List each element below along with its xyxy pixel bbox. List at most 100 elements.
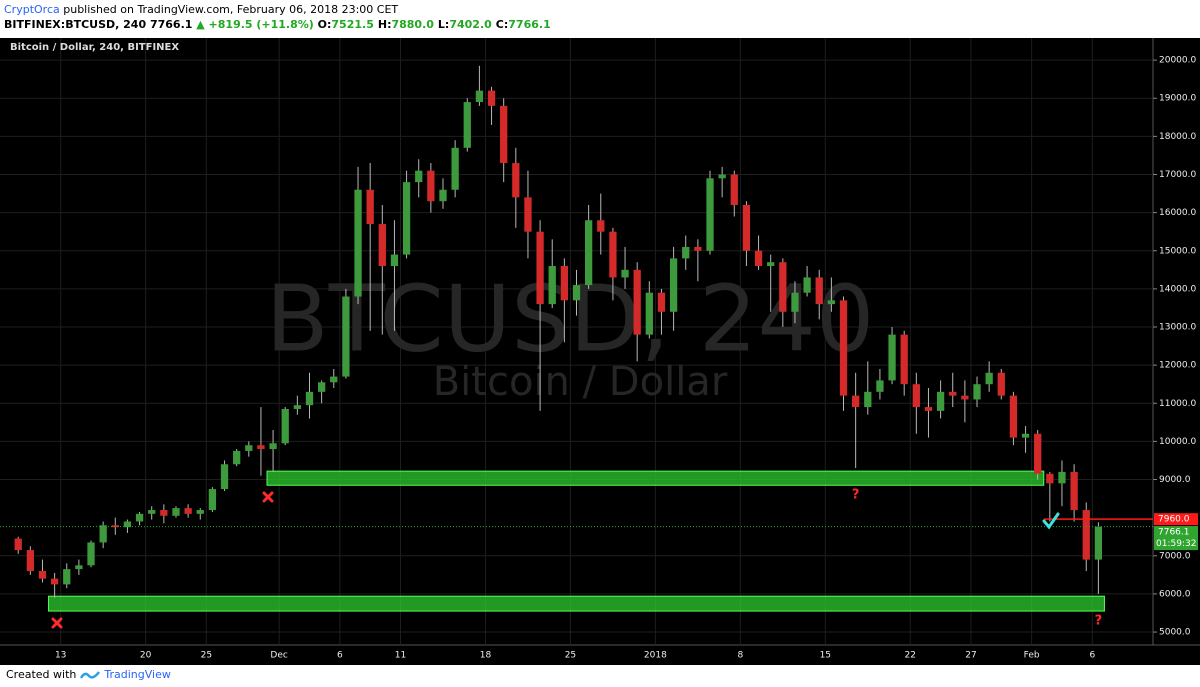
background bbox=[0, 38, 1200, 665]
ohlc-label: O: bbox=[317, 18, 332, 31]
y-tick-label: 14000.0 bbox=[1159, 284, 1196, 294]
candle-body bbox=[839, 300, 848, 396]
candle-body bbox=[852, 395, 860, 408]
published: published on TradingView.com, February 0… bbox=[63, 3, 399, 16]
candle-body bbox=[1034, 433, 1042, 474]
candle-body bbox=[949, 391, 957, 396]
candle-body bbox=[900, 334, 908, 385]
candle-body bbox=[682, 246, 690, 259]
x-tick-label: 25 bbox=[201, 651, 212, 661]
annotation: ? bbox=[852, 487, 860, 502]
x-marker bbox=[51, 617, 63, 629]
y-tick-label: 15000.0 bbox=[1159, 246, 1196, 256]
y-tick-label: 6000.0 bbox=[1159, 589, 1191, 599]
candle-body bbox=[1021, 433, 1030, 438]
y-tick-label: 16000.0 bbox=[1159, 208, 1196, 218]
check-marker bbox=[1042, 512, 1060, 530]
candle-body bbox=[148, 510, 156, 514]
x-tick-label: 11 bbox=[395, 651, 406, 661]
candle-body bbox=[936, 391, 945, 411]
candle-body bbox=[14, 538, 22, 551]
candle-body bbox=[354, 189, 362, 297]
candle-body bbox=[1046, 473, 1054, 484]
x-tick-label: 18 bbox=[480, 651, 492, 661]
candle-body bbox=[597, 220, 605, 232]
candle-body bbox=[548, 266, 556, 305]
candle-body bbox=[330, 376, 338, 383]
candle-body bbox=[135, 513, 144, 522]
y-tick-label: 5000.0 bbox=[1159, 628, 1191, 638]
price-label: 7960.0 bbox=[1158, 515, 1190, 525]
candle-body bbox=[584, 220, 593, 286]
candle-body bbox=[281, 408, 289, 444]
candle-body bbox=[245, 445, 253, 451]
candle-body bbox=[815, 277, 823, 305]
candle-body bbox=[961, 395, 969, 400]
candle-body bbox=[924, 407, 933, 411]
annotation: ? bbox=[1095, 613, 1103, 628]
y-tick-label: 10000.0 bbox=[1159, 437, 1196, 447]
ohlc-value: 7521.5 bbox=[331, 18, 374, 31]
watermark-name: Bitcoin / Dollar bbox=[433, 359, 728, 405]
candle-body bbox=[305, 391, 314, 406]
candle-body bbox=[669, 258, 678, 312]
x-tick-label: Dec bbox=[270, 651, 287, 661]
last-price-label: 7766.1 bbox=[1158, 528, 1190, 538]
plot bbox=[0, 65, 1153, 612]
candle-body bbox=[111, 525, 119, 528]
candle-body bbox=[633, 269, 641, 335]
x-tick-label: 6 bbox=[1089, 651, 1095, 661]
candle-body bbox=[208, 489, 217, 511]
candle-body bbox=[439, 189, 447, 202]
last: 7766.1 bbox=[149, 18, 193, 31]
candle-body bbox=[378, 224, 386, 267]
candle-body bbox=[427, 170, 435, 202]
y-tick-label: 9000.0 bbox=[1159, 475, 1191, 485]
candle-body bbox=[366, 189, 374, 225]
x-tick-label: 20 bbox=[140, 651, 152, 661]
candle-body bbox=[718, 174, 726, 179]
candle-body bbox=[172, 508, 180, 516]
candle-body bbox=[1009, 395, 1018, 438]
change: ▲ +819.5 (+11.8%) bbox=[196, 18, 314, 31]
publisher[interactable]: CryptOrca bbox=[4, 3, 60, 16]
y-tick-label: 11000.0 bbox=[1159, 399, 1196, 409]
candle-body bbox=[463, 102, 471, 148]
candle-body bbox=[791, 292, 799, 312]
candle-body bbox=[75, 565, 83, 570]
candle-body bbox=[876, 380, 884, 392]
candle-body bbox=[609, 231, 617, 278]
ohlc-label: H: bbox=[377, 18, 392, 31]
candle-body bbox=[536, 231, 544, 305]
candle-body bbox=[475, 90, 484, 103]
candle-body bbox=[26, 550, 34, 572]
candle-body bbox=[803, 277, 811, 293]
ohlc-label: L: bbox=[437, 18, 450, 31]
candle-body bbox=[87, 542, 95, 566]
candle-body bbox=[827, 300, 836, 305]
x-tick-label: 13 bbox=[55, 651, 66, 661]
candle-body bbox=[160, 510, 168, 516]
x-tick-label: 6 bbox=[337, 651, 343, 661]
x-tick-label: 8 bbox=[737, 651, 743, 661]
candle-body bbox=[196, 510, 204, 514]
watermark: BTCUSD, 240 Bitcoin / Dollar bbox=[266, 265, 875, 405]
candle-body bbox=[293, 405, 301, 409]
x-tick-label: 25 bbox=[565, 651, 576, 661]
ohlc-value: 7880.0 bbox=[391, 18, 434, 31]
x-tick-label: 27 bbox=[965, 651, 976, 661]
symbol: BITFINEX:BTCUSD, 240 bbox=[4, 18, 147, 31]
candle-body bbox=[767, 262, 775, 267]
support-zone bbox=[266, 470, 1045, 486]
symbol-line: BITFINEX:BTCUSD, 240 7766.1 ▲ +819.5 (+1… bbox=[4, 18, 555, 31]
candle-body bbox=[1082, 510, 1090, 560]
candle-body bbox=[730, 174, 738, 206]
candle-body bbox=[1058, 471, 1066, 484]
candle-body bbox=[487, 90, 496, 106]
candle-body bbox=[38, 571, 47, 579]
countdown-label: 01:59:32 bbox=[1156, 539, 1196, 549]
candle-body bbox=[512, 163, 520, 198]
brand[interactable]: TradingView bbox=[104, 668, 171, 681]
